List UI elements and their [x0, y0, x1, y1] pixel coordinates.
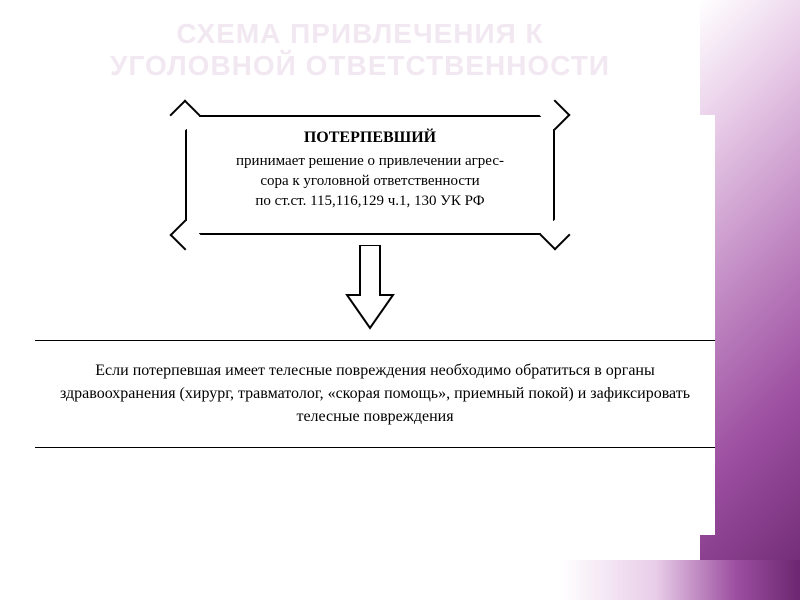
slide-title: СХЕМА ПРИВЛЕЧЕНИЯ К УГОЛОВНОЙ ОТВЕТСТВЕН… [0, 18, 720, 82]
title-line1: СХЕМА ПРИВЛЕЧЕНИЯ К [0, 18, 720, 50]
title-line2: УГОЛОВНОЙ ОТВЕТСТВЕННОСТИ [0, 50, 720, 82]
node-victim-line2: сора к уголовной ответственности [205, 171, 535, 191]
gradient-bottom [0, 560, 800, 600]
node-victim: ПОТЕРПЕВШИЙ принимает решение о привлече… [185, 115, 555, 235]
flowchart: ПОТЕРПЕВШИЙ принимает решение о привлече… [35, 115, 715, 535]
node-injuries: Если потерпевшая имеет телесные поврежде… [35, 340, 715, 448]
node-victim-content: ПОТЕРПЕВШИЙ принимает решение о привлече… [205, 127, 535, 211]
node-victim-line1: принимает решение о привлечении агрес- [205, 151, 535, 171]
edge-arrow [345, 245, 395, 330]
node-injuries-text: Если потерпевшая имеет телесные поврежде… [60, 362, 690, 425]
node-victim-line3: по ст.ст. 115,116,129 ч.1, 130 УК РФ [205, 191, 535, 211]
slide-background: СХЕМА ПРИВЛЕЧЕНИЯ К УГОЛОВНОЙ ОТВЕТСТВЕН… [0, 0, 800, 600]
gradient-right [700, 0, 800, 600]
node-victim-title: ПОТЕРПЕВШИЙ [205, 127, 535, 149]
